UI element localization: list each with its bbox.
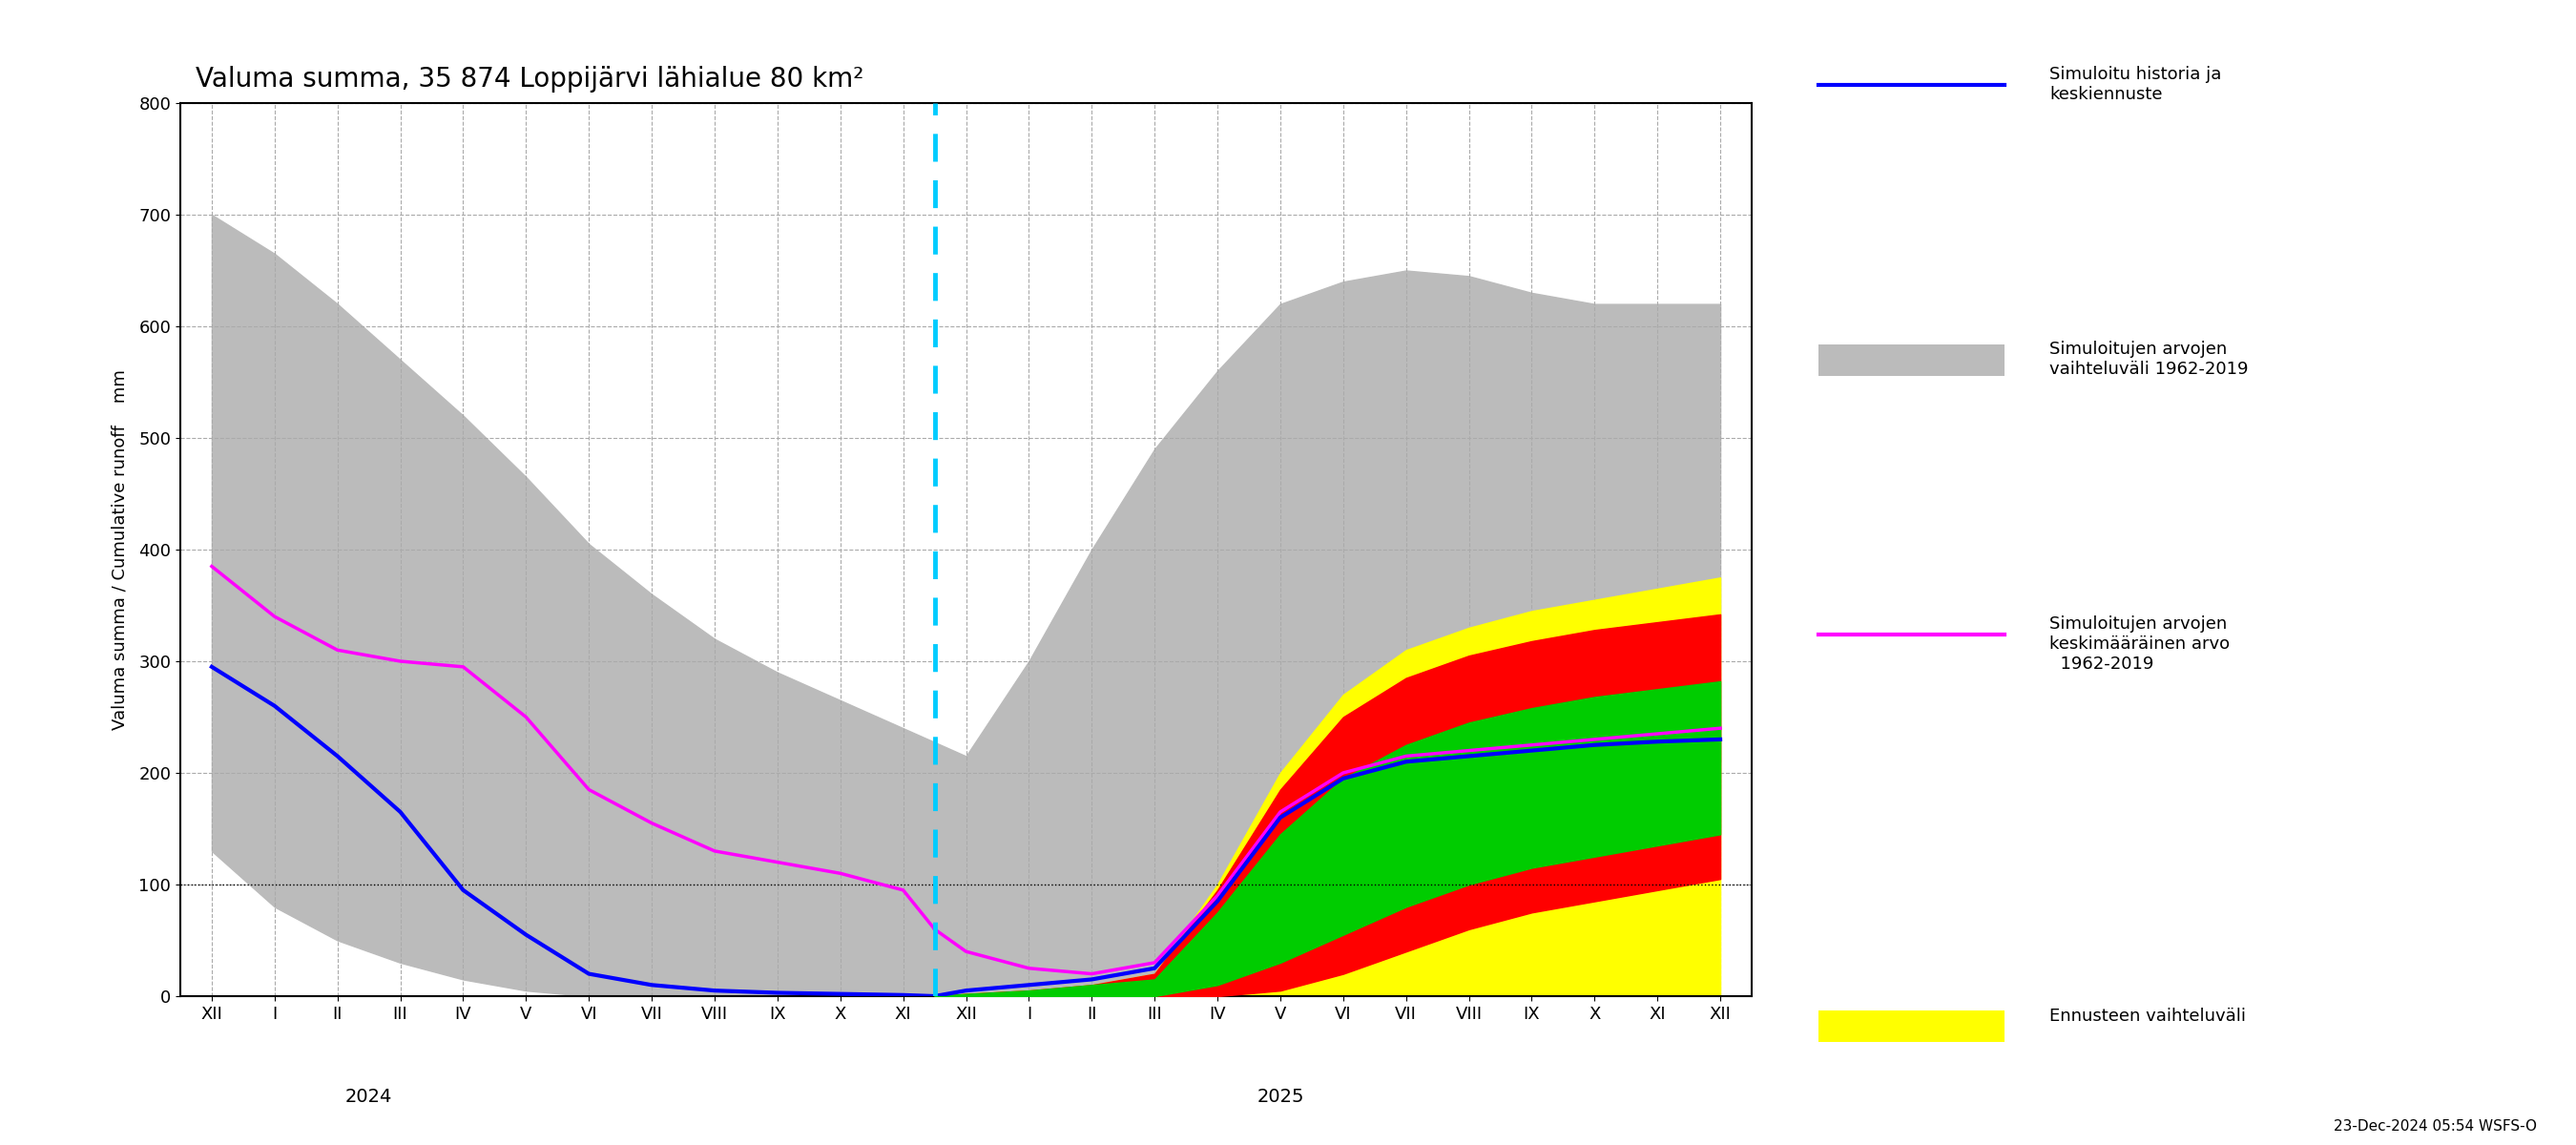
- Text: Valuma summa, 35 874 Loppijärvi lähialue 80 km²: Valuma summa, 35 874 Loppijärvi lähialue…: [196, 66, 863, 93]
- Y-axis label: Valuma summa / Cumulative runoff    mm: Valuma summa / Cumulative runoff mm: [111, 370, 129, 729]
- Bar: [1819, 344, 2004, 376]
- Text: 23-Dec-2024 05:54 WSFS-O: 23-Dec-2024 05:54 WSFS-O: [2334, 1120, 2537, 1134]
- Text: Ennusteen vaihteluväli: Ennusteen vaihteluväli: [2050, 1008, 2246, 1025]
- Text: 2025: 2025: [1257, 1088, 1303, 1106]
- Text: 2024: 2024: [345, 1088, 392, 1106]
- Text: Simuloitujen arvojen
keskimääräinen arvo
  1962-2019: Simuloitujen arvojen keskimääräinen arvo…: [2050, 616, 2231, 673]
- Text: Simuloitujen arvojen
vaihteluväli 1962-2019: Simuloitujen arvojen vaihteluväli 1962-2…: [2050, 341, 2249, 378]
- Bar: [1819, 1010, 2004, 1042]
- Text: Simuloitu historia ja
keskiennuste: Simuloitu historia ja keskiennuste: [2050, 66, 2223, 103]
